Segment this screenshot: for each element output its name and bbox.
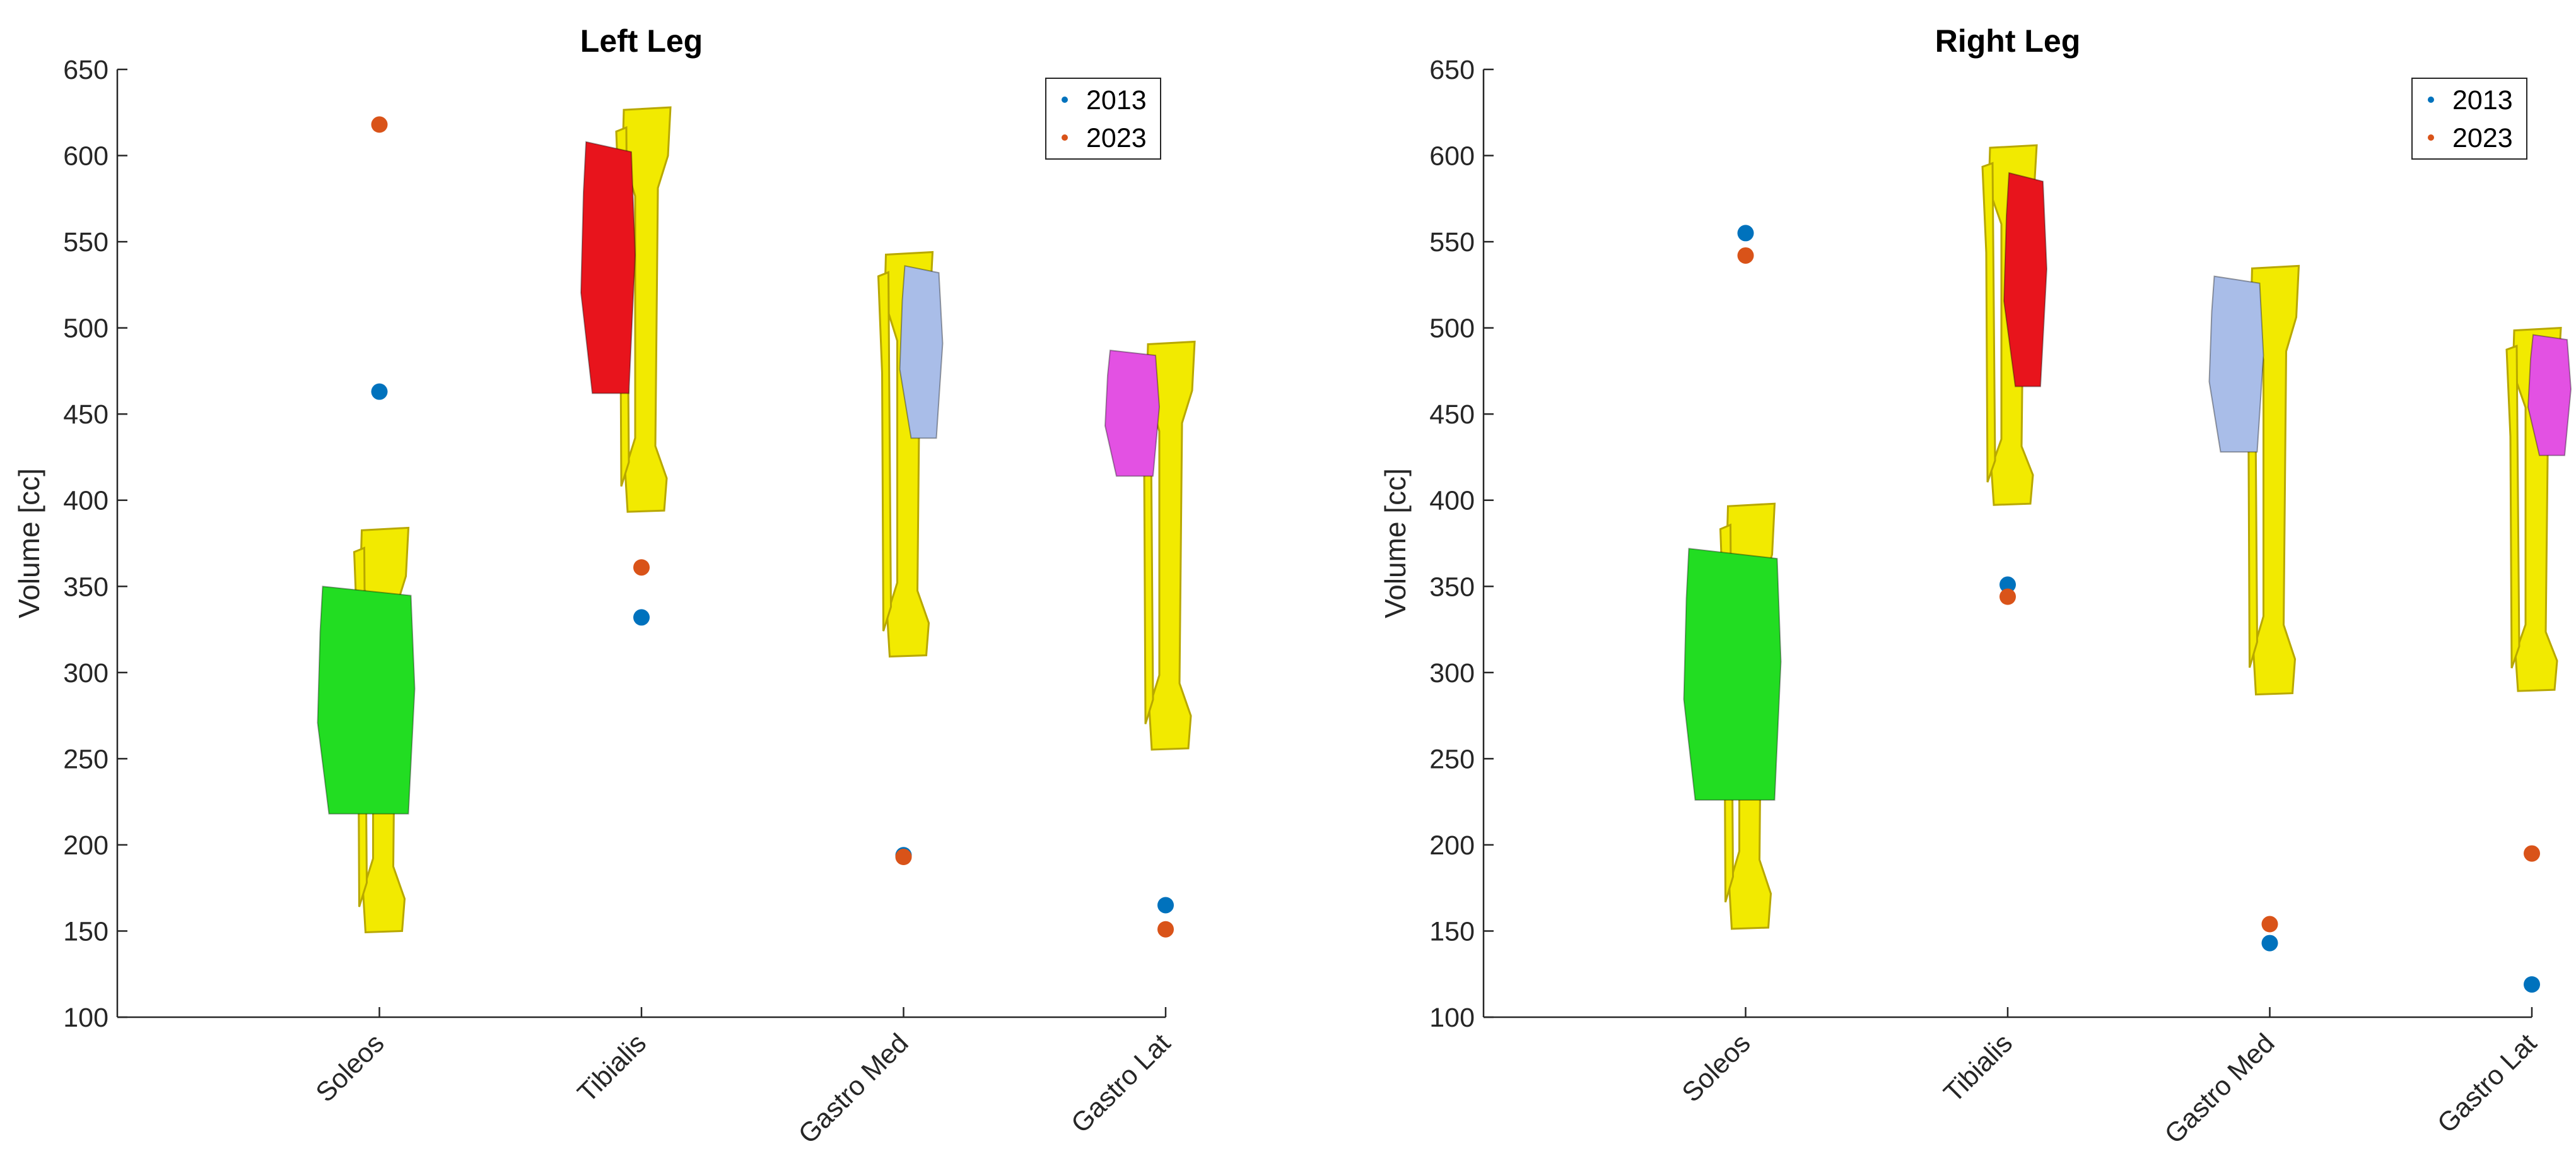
tibia-fibula-soleus-model — [1683, 502, 1782, 930]
muscle-shape — [580, 141, 636, 394]
x-tick-label: Soleos — [310, 1028, 390, 1108]
muscle-shape — [317, 586, 416, 815]
right-leg-chart: 100 150 200 250 300 350 400 450 500 550 600 650 Sole… — [1379, 23, 2572, 1150]
data-point-2013 — [1999, 576, 2016, 593]
data-point-2013 — [2261, 935, 2278, 952]
legend: 2013 2023 — [1045, 78, 1161, 160]
y-tick-label: 400 — [63, 486, 108, 516]
y-tick-label: 250 — [1429, 744, 1475, 774]
legend-box — [2411, 78, 2527, 160]
legend-marker — [2428, 134, 2434, 141]
fibula-shape — [877, 271, 893, 632]
x-tick-label: Gastro Med — [793, 1028, 915, 1150]
y-tick-label: 600 — [63, 141, 108, 172]
chart-title: Left Leg — [580, 23, 703, 59]
y-tick-label: 300 — [1429, 658, 1475, 688]
y-tick-label: 250 — [63, 744, 108, 774]
data-point-2023 — [371, 116, 388, 133]
y-tick-label: 450 — [1429, 399, 1475, 430]
y-tick-label: 500 — [63, 314, 108, 344]
y-tick-label: 300 — [63, 658, 108, 688]
tibia-fibula-gastro-med-model — [2208, 264, 2300, 696]
legend-marker — [1062, 134, 1068, 141]
chart-title: Right Leg — [1935, 23, 2081, 59]
tibia-fibula-gastro-lat-model — [2505, 327, 2572, 692]
y-tick-label: 550 — [1429, 227, 1475, 257]
y-tick-label: 100 — [1429, 1003, 1475, 1033]
legend-box — [1045, 78, 1161, 160]
y-tick-label: 450 — [63, 399, 108, 430]
y-tick-label: 100 — [63, 1003, 108, 1033]
data-point-2023 — [1737, 247, 1754, 264]
data-point-2023 — [1157, 921, 1174, 938]
data-point-2023 — [633, 559, 650, 576]
tibia-fibula-tibialis-model — [580, 106, 672, 513]
y-tick-label: 650 — [1429, 55, 1475, 85]
muscle-shape — [2003, 172, 2048, 387]
muscle-shape — [2527, 334, 2572, 456]
data-point-2013 — [633, 609, 650, 626]
tibia-shape — [1145, 340, 1196, 751]
y-tick-label: 650 — [63, 55, 108, 85]
y-tick-label: 600 — [1429, 141, 1475, 172]
y-axis-label: Volume [cc] — [1379, 468, 1412, 618]
legend-marker — [2428, 97, 2434, 103]
tibia-fibula-gastro-lat-model — [1104, 340, 1196, 751]
y-axis-label: Volume [cc] — [13, 468, 45, 618]
x-tick-label: Soleos — [1677, 1028, 1757, 1108]
legend-label: 2023 — [2452, 123, 2513, 153]
data-point-2023 — [1999, 588, 2016, 605]
y-tick-label: 350 — [1429, 572, 1475, 602]
data-point-2013 — [2524, 976, 2540, 993]
x-tick-label: Gastro Lat — [1065, 1028, 1176, 1139]
data-point-2023 — [2524, 845, 2540, 862]
tibia-shape — [621, 106, 672, 513]
y-tick-label: 200 — [63, 830, 108, 861]
x-tick-label: Gastro Lat — [2432, 1028, 2543, 1139]
legend-marker — [1062, 97, 1068, 103]
data-point-2023 — [2261, 916, 2278, 933]
tibia-shape — [2249, 264, 2300, 696]
x-tick-label: Gastro Med — [2159, 1028, 2281, 1150]
y-tick-label: 200 — [1429, 830, 1475, 861]
y-tick-label: 550 — [63, 227, 108, 257]
tibia-fibula-soleus-model — [317, 526, 416, 933]
muscle-shape — [1104, 350, 1161, 477]
y-tick-label: 350 — [63, 572, 108, 602]
legend-label: 2023 — [1086, 123, 1147, 153]
data-point-2023 — [895, 849, 912, 866]
y-tick-label: 150 — [63, 916, 108, 947]
y-tick-label: 400 — [1429, 486, 1475, 516]
data-point-2013 — [1157, 897, 1174, 914]
legend-label: 2013 — [2452, 85, 2513, 115]
y-tick-label: 500 — [1429, 314, 1475, 344]
fibula-shape — [1981, 162, 1996, 483]
muscle-shape — [1683, 548, 1782, 801]
tibia-fibula-gastro-med-model — [877, 251, 944, 658]
tibia-fibula-tibialis-model — [1981, 144, 2048, 506]
x-tick-label: Tibialis — [572, 1028, 652, 1108]
legend: 2013 2023 — [2411, 78, 2527, 160]
fibula-shape — [2505, 345, 2520, 669]
left-leg-chart: 100 150 200 250 300 350 400 450 500 550 600 650 Sole… — [13, 23, 1196, 1150]
legend-label: 2013 — [1086, 85, 1147, 115]
muscle-shape — [2208, 275, 2264, 453]
data-point-2013 — [1737, 225, 1754, 242]
data-point-2013 — [371, 383, 388, 400]
muscle-shape — [899, 265, 944, 439]
y-tick-label: 150 — [1429, 916, 1475, 947]
x-tick-label: Tibialis — [1938, 1028, 2018, 1108]
